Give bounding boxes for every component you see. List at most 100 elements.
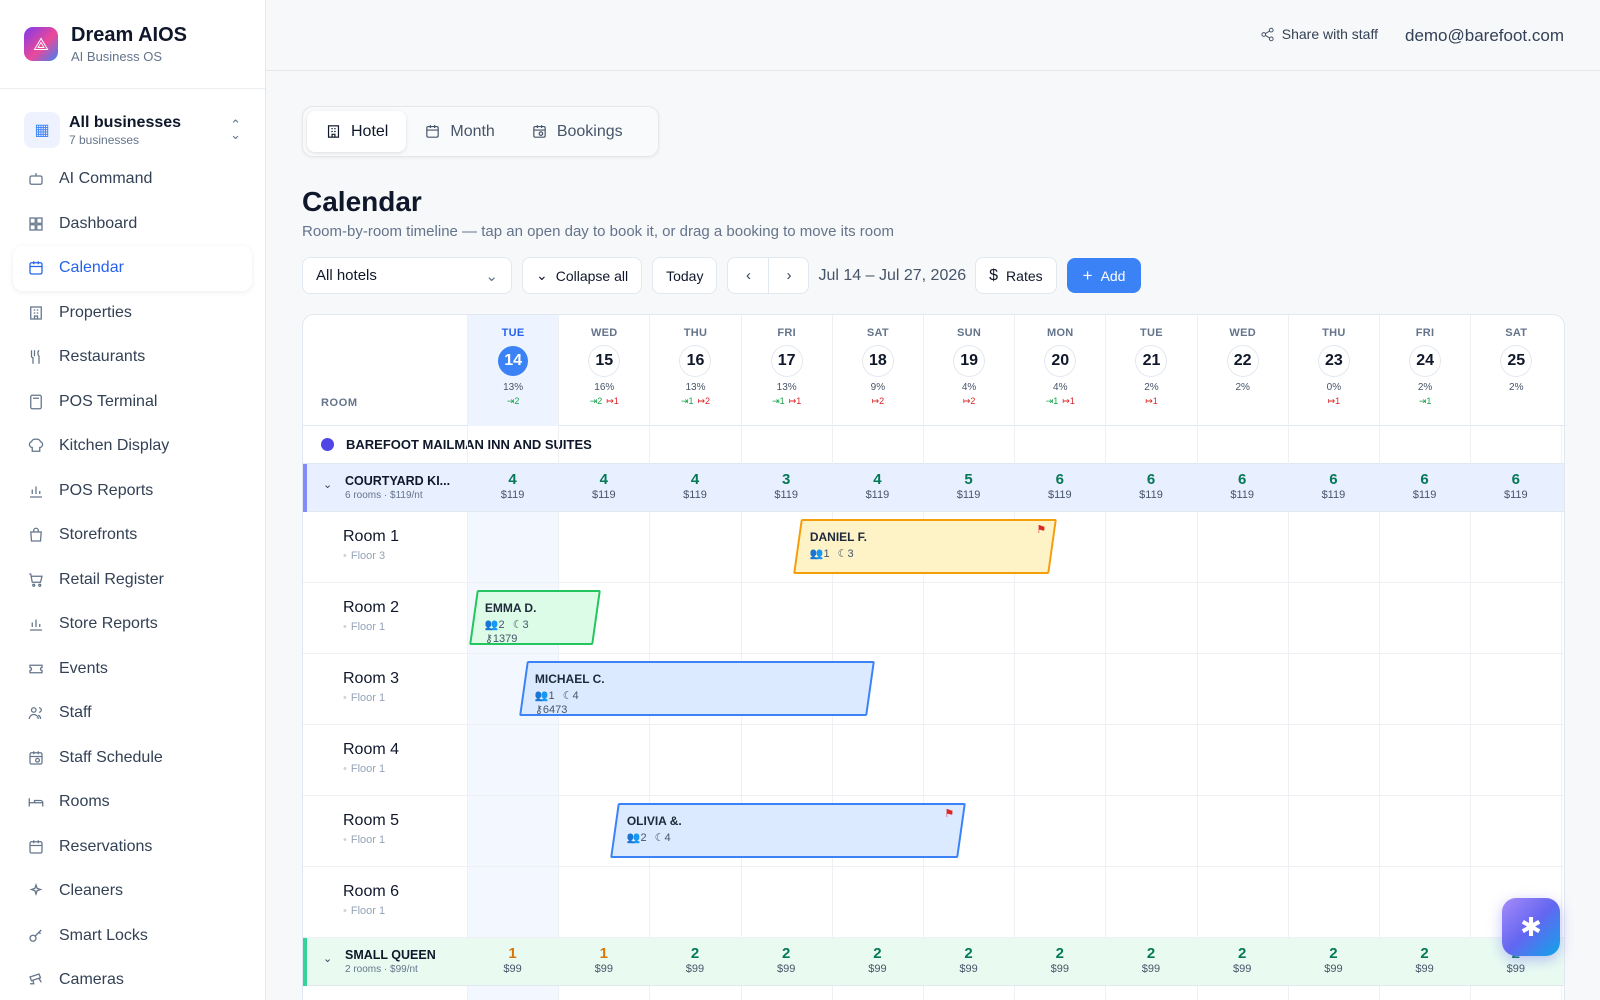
availability-cell[interactable]: 4 $119 <box>832 464 923 512</box>
sidebar-item-retail-register[interactable]: Retail Register <box>13 558 252 603</box>
nightly-price: $99 <box>959 963 978 975</box>
day-header[interactable]: FRI 17 13% ⇥1 ↦1 <box>740 315 832 426</box>
booking-block[interactable]: OLIVIA &. 👥2 ☾4 ⚑ <box>610 803 966 858</box>
availability-cell[interactable]: 6 $119 <box>1105 464 1196 512</box>
sidebar-item-restaurants[interactable]: Restaurants <box>13 335 252 380</box>
room-row[interactable]: Room 3 Floor 1 <box>303 654 1564 725</box>
sidebar-item-rooms[interactable]: Rooms <box>13 780 252 825</box>
sidebar-item-properties[interactable]: Properties <box>13 291 252 336</box>
availability-cell[interactable]: 6 $119 <box>1470 464 1561 512</box>
tab-bookings[interactable]: Bookings <box>513 111 641 152</box>
room-row[interactable]: Room 2 Floor 1 <box>303 583 1564 654</box>
occupancy-percent: 0% <box>1326 382 1342 393</box>
sidebar-item-staff[interactable]: Staff <box>13 691 252 736</box>
share-with-staff-button[interactable]: Share with staff <box>1260 26 1378 42</box>
availability-cell[interactable]: 1 $99 <box>558 938 649 986</box>
next-range-button[interactable]: › <box>768 258 808 293</box>
sidebar-item-smart-locks[interactable]: Smart Locks <box>13 914 252 959</box>
sidebar-item-label: POS Reports <box>59 481 154 499</box>
room-row[interactable]: Room 1 Floor 3 <box>303 512 1564 583</box>
sidebar-item-reservations[interactable]: Reservations <box>13 825 252 870</box>
day-header[interactable]: TUE 21 2% ↦1 <box>1105 315 1196 426</box>
sidebar-item-staff-schedule[interactable]: Staff Schedule <box>13 736 252 781</box>
prev-range-button[interactable]: ‹ <box>728 258 768 293</box>
brand[interactable]: ⟁ Dream AIOS AI Business OS <box>0 0 265 89</box>
ai-assistant-button[interactable]: ✱ <box>1502 898 1560 956</box>
nightly-price: $99 <box>1233 963 1252 975</box>
day-header[interactable]: SAT 18 9% ↦2 <box>831 315 923 426</box>
availability-cell[interactable]: 4 $119 <box>558 464 649 512</box>
room-row[interactable]: Room 4 Floor 1 <box>303 725 1564 796</box>
sidebar-item-events[interactable]: Events <box>13 647 252 692</box>
day-name: THU <box>683 327 708 339</box>
sidebar-item-calendar[interactable]: Calendar <box>13 246 252 291</box>
booking-block[interactable]: DANIEL F. 👥1 ☾3 ⚑ <box>792 519 1058 574</box>
guest-count: 👥2 <box>484 619 505 631</box>
day-header[interactable]: SAT 25 2% <box>1470 315 1561 426</box>
room-row[interactable]: Room 6 Floor 1 <box>303 867 1564 938</box>
sidebar-item-cleaners[interactable]: Cleaners <box>13 869 252 914</box>
availability-cell[interactable]: 2$99 <box>649 938 740 986</box>
day-header[interactable]: WED 22 2% <box>1196 315 1288 426</box>
property-row[interactable]: BAREFOOT MAILMAN INN AND SUITES <box>303 426 1564 464</box>
availability-cell[interactable]: 2$99 <box>923 938 1014 986</box>
availability-cell[interactable]: 2$99 <box>741 938 832 986</box>
availability-cell[interactable]: 2$99 <box>1288 938 1379 986</box>
today-button[interactable]: Today <box>652 257 718 294</box>
bed-icon <box>28 798 44 807</box>
nightly-price: $119 <box>956 489 981 501</box>
booking-block[interactable]: EMMA D. 👥2 ☾3 ⚷1379 <box>469 590 602 645</box>
availability-cell[interactable]: 2$99 <box>1105 938 1196 986</box>
collapse-all-label: Collapse all <box>555 267 629 284</box>
availability-cell[interactable]: 2$99 <box>1379 938 1470 986</box>
availability-cell[interactable]: 3 $119 <box>741 464 832 512</box>
room-row[interactable]: Room 5 Floor 1 <box>303 796 1564 867</box>
day-header[interactable]: FRI 24 2% ⇥1 <box>1379 315 1470 426</box>
booking-meta: 👥2 ☾4 <box>627 831 961 844</box>
day-header[interactable]: TUE 14 13% ⇥2 <box>467 315 559 426</box>
property-name: BAREFOOT MAILMAN INN AND SUITES <box>346 437 592 452</box>
robot-icon: ✱ <box>1520 911 1542 942</box>
availability-cell[interactable]: 4 $119 <box>649 464 740 512</box>
available-count: 2 <box>873 945 882 962</box>
day-header[interactable]: MON 20 4% ⇥1 ↦1 <box>1014 315 1105 426</box>
sidebar-item-dashboard[interactable]: Dashboard <box>13 202 252 247</box>
day-number: 22 <box>1227 346 1258 376</box>
sidebar-item-pos-reports[interactable]: POS Reports <box>13 469 252 514</box>
room-type-row[interactable]: ⌄ SMALL QUEEN 2 rooms · $99/nt 1 $99 1 $99 2 $99… <box>303 938 1564 986</box>
availability-cell[interactable]: 5 $119 <box>923 464 1014 512</box>
availability-cell[interactable]: 2$99 <box>1014 938 1105 986</box>
add-booking-button[interactable]: + Add <box>1066 258 1142 293</box>
tab-month[interactable]: Month <box>406 111 512 152</box>
calendar-controls: All hotels ⌄ ⌄ Collapse all Today ‹ › Ju… <box>302 256 1142 295</box>
calendar-grid: ROOM TUE 14 13% ⇥2 WED 15 16% ⇥2 ↦1 THU 16 13% ⇥1 ↦2 F… <box>302 314 1565 1000</box>
day-header[interactable]: SUN 19 4% ↦2 <box>923 315 1014 426</box>
sidebar-item-pos-terminal[interactable]: POS Terminal <box>13 380 252 425</box>
availability-cell[interactable]: 1 $99 <box>467 938 558 986</box>
availability-cell[interactable]: 6 $119 <box>1288 464 1379 512</box>
availability-cell[interactable]: 2$99 <box>1197 938 1288 986</box>
sidebar-item-label: Staff Schedule <box>59 748 163 766</box>
sidebar-item-kitchen-display[interactable]: Kitchen Display <box>13 424 252 469</box>
collapse-all-button[interactable]: ⌄ Collapse all <box>522 257 643 294</box>
hotel-select[interactable]: All hotels ⌄ <box>302 257 512 294</box>
room-type-row[interactable]: ⌄ COURTYARD KI... 6 rooms · $119/nt 4 $119 4 $… <box>303 464 1564 512</box>
day-header[interactable]: THU 23 0% ↦1 <box>1287 315 1379 426</box>
availability-cell[interactable]: 6 $119 <box>1379 464 1470 512</box>
day-header[interactable]: WED 15 16% ⇥2 ↦1 <box>558 315 649 426</box>
sidebar-item-ai-command[interactable]: AI Command <box>13 157 252 202</box>
sidebar-item-store-reports[interactable]: Store Reports <box>13 602 252 647</box>
day-name: FRI <box>1415 327 1435 339</box>
booking-block[interactable]: MICHAEL C. 👥1 ☾4 ⚷6473 <box>519 661 875 716</box>
availability-cell[interactable]: 6 $119 <box>1197 464 1288 512</box>
availability-cell[interactable]: 2$99 <box>832 938 923 986</box>
sidebar-item-cameras[interactable]: Cameras <box>13 958 252 1000</box>
sidebar-item-storefronts[interactable]: Storefronts <box>13 513 252 558</box>
day-header[interactable]: THU 16 13% ⇥1 ↦2 <box>649 315 740 426</box>
availability-cell[interactable]: 4 $119 <box>467 464 558 512</box>
business-switcher[interactable]: ▦ All businesses 7 businesses ⌃ ⌄ <box>24 111 241 149</box>
availability-cell[interactable]: 6 $119 <box>1014 464 1105 512</box>
rates-button[interactable]: $ Rates <box>975 257 1057 294</box>
user-email[interactable]: demo@barefoot.com <box>1404 26 1564 45</box>
tab-hotel[interactable]: Hotel <box>307 111 407 152</box>
